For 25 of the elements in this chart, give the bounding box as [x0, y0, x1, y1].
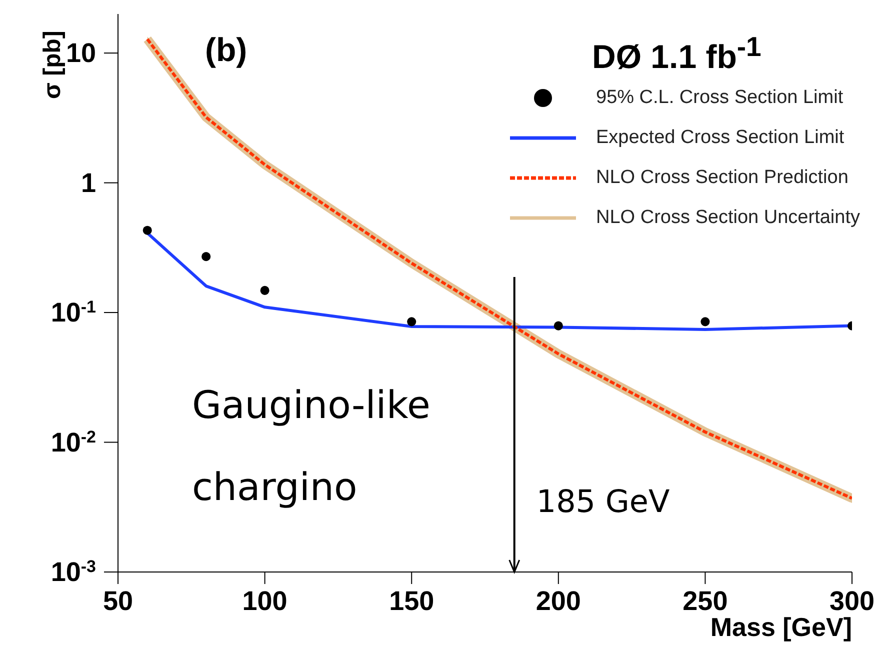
x-tick-label: 200 [536, 586, 581, 616]
annotation: (b) [205, 30, 248, 70]
point [202, 252, 211, 262]
y-tick-label: 10$^{-2}$ [50, 426, 96, 458]
point [407, 317, 416, 326]
annotation: chargino [192, 465, 358, 511]
legend-label: Expected Cross Section Limit [596, 127, 844, 149]
annotation: Gaugino-like [192, 383, 430, 429]
annotation: DØ 1.1 fb$^{-1}$ [592, 30, 762, 77]
y-tick-label: 10$^{-1}$ [50, 297, 96, 328]
x-tick-label: 50 [102, 586, 134, 616]
x-tick-label: 150 [389, 586, 434, 616]
point [260, 286, 270, 295]
ref-line-label: 185 GeV [536, 484, 670, 520]
point [700, 317, 710, 326]
legend-label: 95% C.L. Cross Section Limit [596, 87, 844, 109]
y-tick-label: 10 [66, 38, 96, 68]
point [554, 321, 563, 330]
x-tick-label: 100 [242, 586, 288, 616]
y-tick-label: 10$^{-3}$ [50, 556, 96, 587]
legend-label: NLO Cross Section Prediction [596, 167, 848, 189]
point [142, 226, 152, 235]
legend-label: NLO Cross Section Uncertainty [596, 207, 860, 229]
y-tick-label: 1 [80, 168, 96, 198]
y-axis-title: σ [pb] [39, 30, 66, 99]
